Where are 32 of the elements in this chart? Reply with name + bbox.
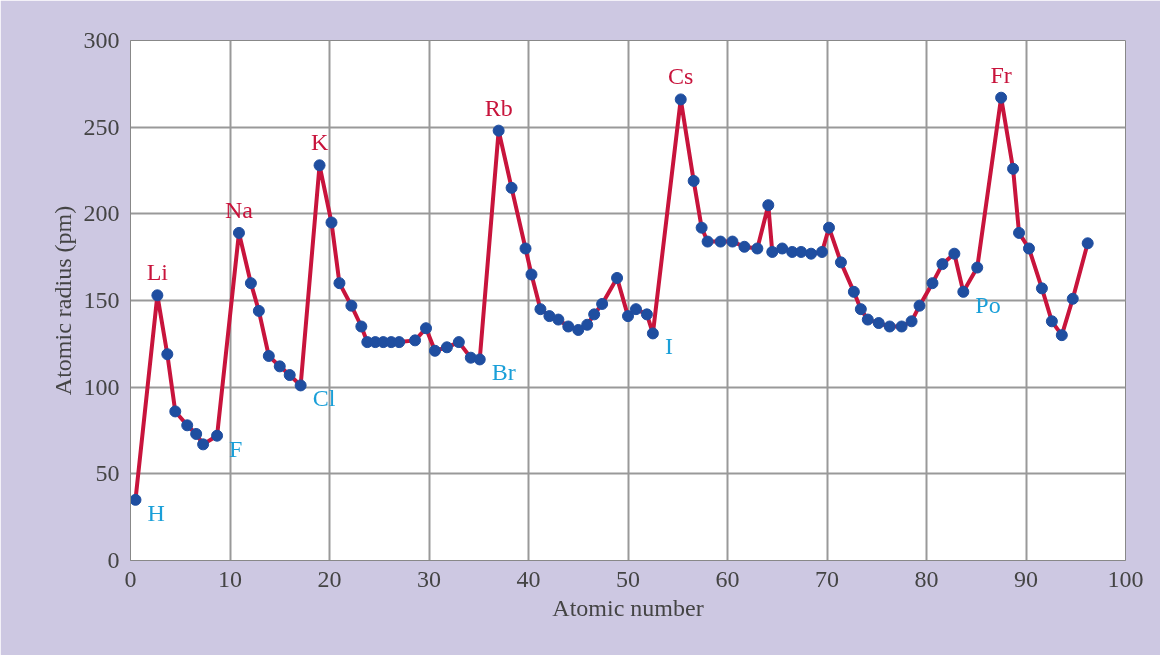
annotation: I (664, 333, 673, 360)
annotation: F (229, 435, 243, 462)
x-tick-label: 20 (317, 565, 342, 592)
annotation: Po (975, 291, 1001, 318)
x-tick-label: 90 (1014, 565, 1038, 592)
x-axis-title: Atomic number (552, 594, 704, 621)
annotation: Na (224, 196, 254, 223)
y-tick-label: 150 (83, 287, 120, 313)
y-tick-label: 0 (107, 547, 120, 573)
annotation: Rb (484, 94, 513, 121)
x-tick-label: 50 (616, 565, 640, 592)
y-tick-label: 300 (83, 27, 120, 53)
x-tick-label: 40 (516, 565, 541, 592)
y-tick-label: 100 (83, 373, 120, 400)
annotation: Fr (990, 61, 1012, 88)
x-tick-label: 60 (715, 565, 740, 592)
y-axis-title: Atomic radius (pm) (49, 205, 76, 396)
x-tick-label: 100 (1107, 565, 1144, 592)
annotation: Cl (312, 385, 336, 412)
annotation: Cs (668, 63, 694, 90)
x-tick-label: 10 (218, 565, 242, 592)
annotation: Br (491, 359, 516, 386)
y-tick-label: 50 (95, 460, 120, 487)
x-tick-label: 70 (815, 565, 839, 592)
y-tick-label: 200 (83, 200, 120, 227)
x-tick-label: 30 (417, 565, 441, 592)
annotation: K (310, 129, 329, 156)
annotation: H (147, 499, 165, 526)
y-tick-label: 250 (83, 113, 120, 140)
annotation: Li (146, 259, 169, 286)
x-tick-label: 0 (124, 565, 137, 592)
x-tick-label: 80 (914, 565, 939, 592)
